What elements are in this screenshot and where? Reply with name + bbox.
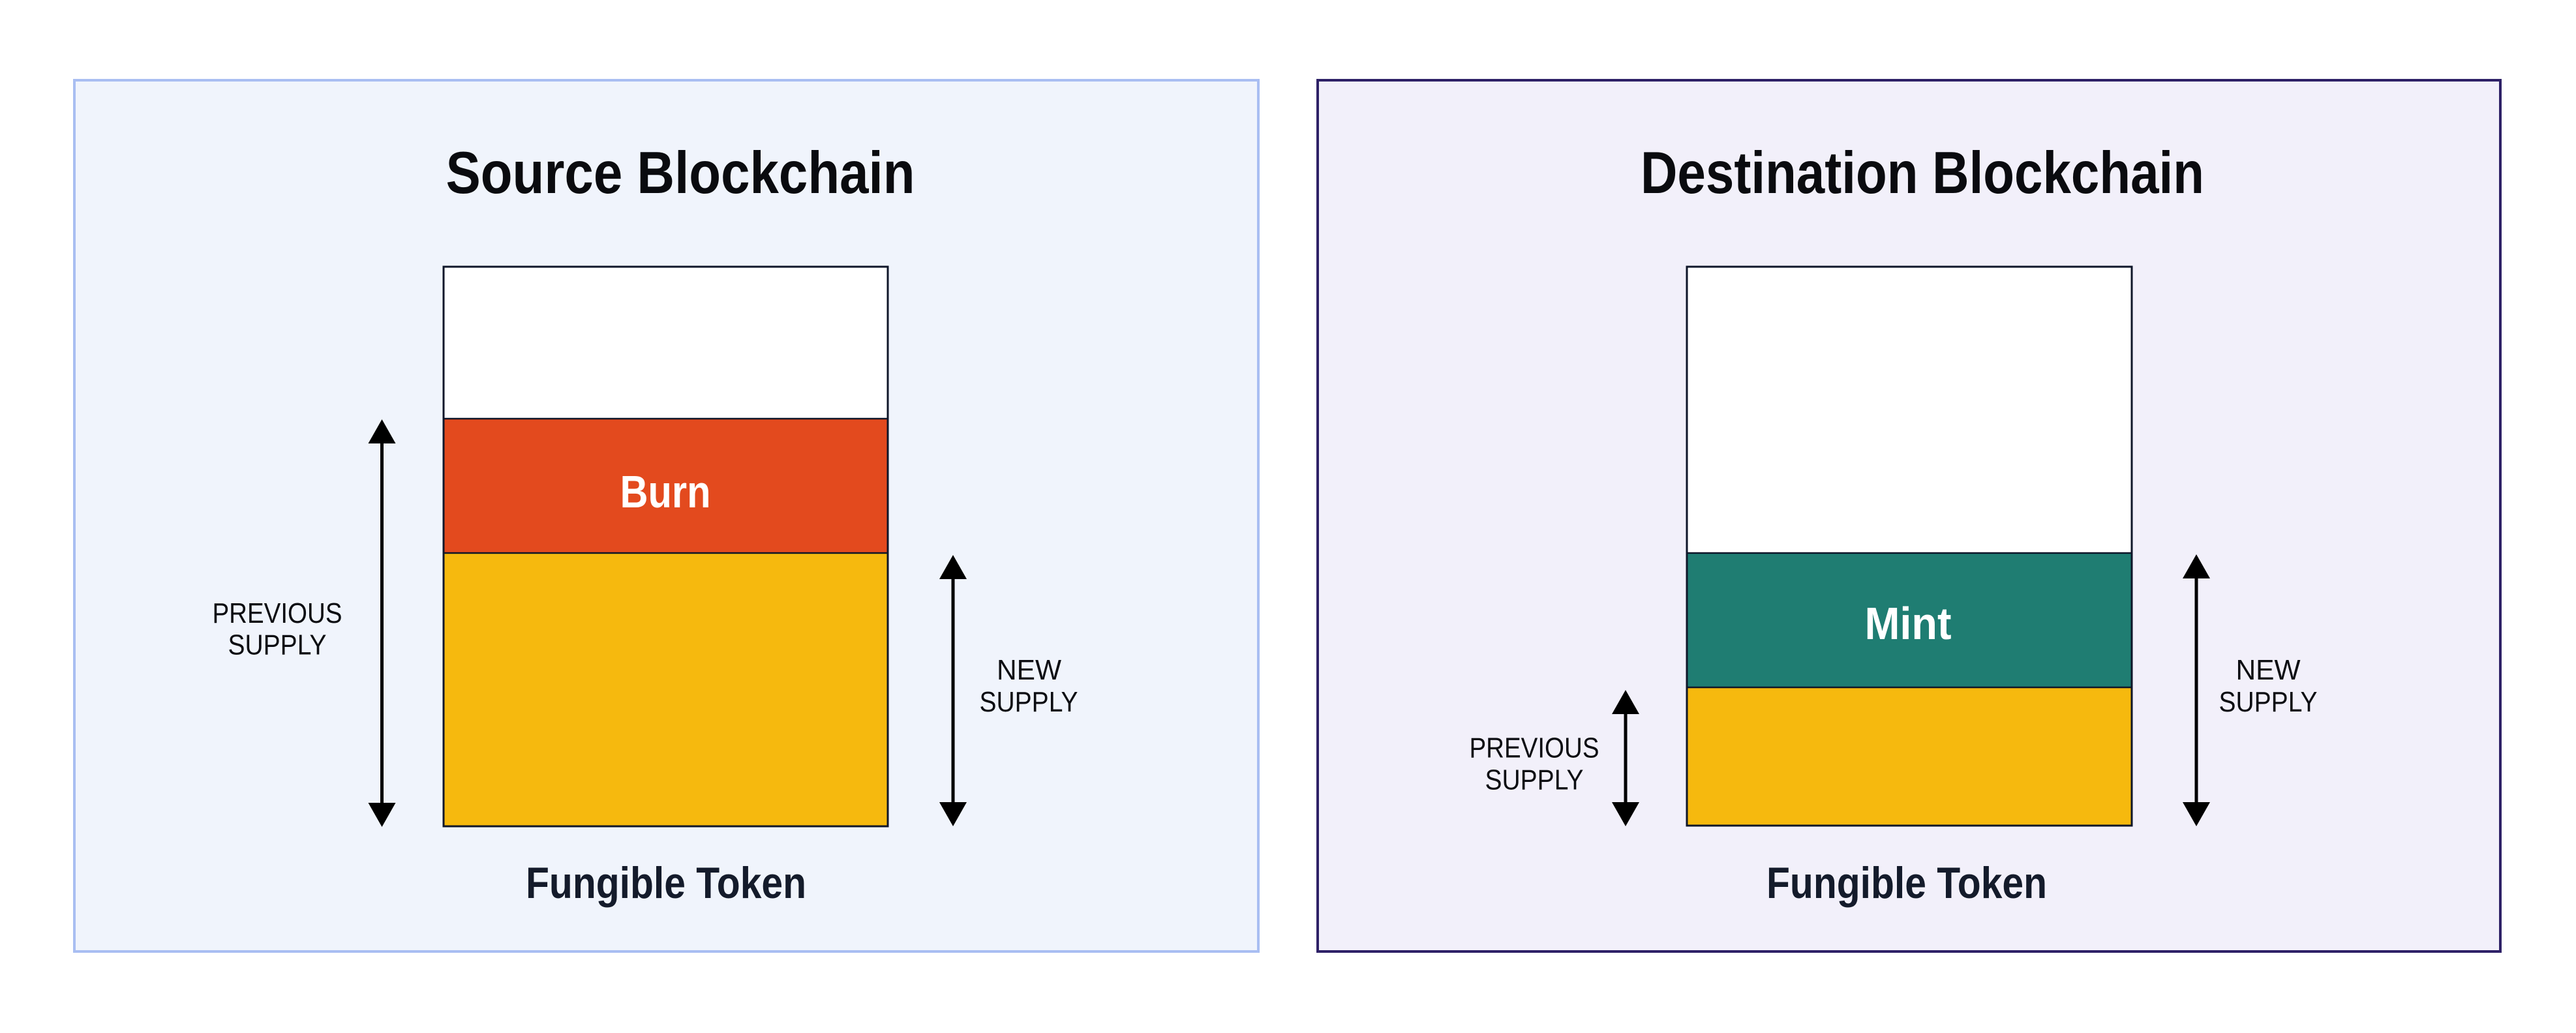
svg-text:Source Blockchain: Source Blockchain	[446, 140, 915, 206]
svg-text:SUPPLY: SUPPLY	[2219, 686, 2318, 718]
svg-text:NEW: NEW	[997, 654, 1061, 686]
svg-text:Mint: Mint	[1865, 598, 1952, 649]
svg-text:SUPPLY: SUPPLY	[1485, 764, 1584, 796]
svg-text:Fungible Token: Fungible Token	[526, 858, 806, 908]
svg-text:Fungible Token: Fungible Token	[1766, 858, 2047, 908]
svg-text:PREVIOUS: PREVIOUS	[1470, 732, 1599, 764]
svg-text:PREVIOUS: PREVIOUS	[213, 597, 342, 629]
svg-text:Burn: Burn	[620, 466, 711, 517]
svg-text:SUPPLY: SUPPLY	[228, 629, 327, 661]
svg-text:NEW: NEW	[2236, 654, 2301, 686]
svg-text:Destination Blockchain: Destination Blockchain	[1641, 140, 2204, 206]
svg-text:SUPPLY: SUPPLY	[980, 686, 1078, 718]
